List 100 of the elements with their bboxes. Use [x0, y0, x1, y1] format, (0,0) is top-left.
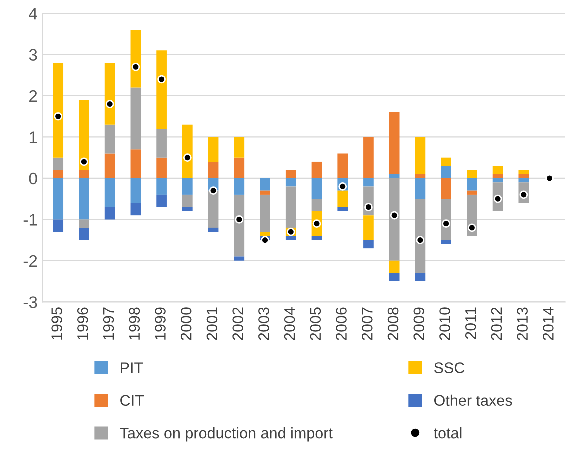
- x-tick-label: 1998: [129, 308, 140, 340]
- point: [442, 220, 450, 228]
- bar: [441, 158, 452, 166]
- bar: [286, 186, 296, 228]
- legend-label: Taxes on production and import: [120, 427, 333, 442]
- bar: [234, 194, 245, 257]
- legend-label: SSC: [434, 362, 465, 374]
- x-tick-label: 1995: [52, 308, 62, 340]
- bar: [260, 232, 270, 236]
- x-tick-label: 1996: [77, 308, 88, 340]
- point: [54, 112, 63, 121]
- bar: [286, 236, 296, 240]
- bar: [364, 178, 374, 187]
- y-tick-label: 0: [29, 172, 38, 185]
- point: [106, 100, 114, 108]
- x-tick-label: 1997: [103, 308, 114, 340]
- bar: [156, 178, 167, 195]
- bar: [79, 100, 90, 170]
- legend-label: PIT: [121, 362, 144, 374]
- point: [364, 203, 373, 212]
- bar: [104, 124, 116, 154]
- point: [184, 154, 192, 162]
- bar: [53, 178, 64, 220]
- legend-label: total: [434, 427, 462, 439]
- x-tick-label: 1999: [155, 308, 166, 340]
- point: [132, 62, 140, 72]
- bar: [518, 178, 530, 183]
- bar: [312, 178, 322, 200]
- bar: [364, 240, 374, 249]
- bar: [130, 203, 142, 216]
- point: [158, 75, 166, 84]
- bar: [415, 199, 426, 274]
- bar: [130, 88, 142, 150]
- y-tick-label: 4: [29, 8, 38, 20]
- bar: [208, 228, 219, 232]
- bar: [156, 50, 167, 129]
- bar: [441, 166, 452, 178]
- bar: [518, 170, 530, 174]
- bar: [53, 63, 64, 158]
- bar: [338, 154, 348, 178]
- point: [209, 186, 218, 196]
- bar: [286, 178, 296, 187]
- bar: [104, 154, 116, 178]
- point: [235, 216, 244, 224]
- x-tick-label: 2012: [491, 308, 502, 340]
- x-tick-label: 2010: [440, 308, 450, 340]
- bar: [234, 137, 245, 158]
- bar: [130, 178, 142, 204]
- bar: [53, 170, 64, 178]
- bar: [208, 137, 219, 162]
- x-tick-label: 2006: [336, 308, 347, 340]
- y-tick-label: 2: [30, 90, 38, 102]
- y-tick-label: 1: [30, 132, 38, 144]
- bar: [338, 207, 348, 212]
- bar: [389, 178, 400, 261]
- bar: [364, 137, 374, 178]
- bar: [156, 158, 167, 178]
- point: [80, 158, 88, 166]
- bar: [415, 273, 426, 282]
- bar: [312, 199, 322, 212]
- bar: [467, 170, 478, 178]
- y-tick-label: -2: [24, 255, 38, 267]
- bar: [286, 170, 296, 178]
- point: [261, 236, 270, 244]
- bar: [260, 178, 270, 191]
- legend-label: CIT: [120, 395, 144, 406]
- point: [468, 224, 476, 232]
- x-tick-label: 2011: [465, 308, 476, 340]
- bar: [467, 190, 478, 195]
- bar: [234, 256, 245, 261]
- bar: [467, 178, 478, 191]
- bar: [234, 158, 245, 178]
- bar: [415, 178, 426, 200]
- bar: [492, 166, 504, 174]
- bar: [79, 178, 90, 220]
- bar: [389, 112, 400, 174]
- bar: [260, 190, 270, 195]
- x-tick-label: 2001: [206, 308, 218, 340]
- bar: [518, 174, 530, 178]
- bar: [312, 236, 322, 240]
- bar: [156, 128, 167, 158]
- bar: [441, 178, 452, 200]
- point: [416, 236, 425, 244]
- bar: [338, 190, 348, 208]
- x-tick-label: 2014: [543, 307, 554, 340]
- bar: [156, 194, 167, 208]
- bar: [79, 228, 90, 240]
- bar: [104, 207, 116, 220]
- bar: [492, 178, 504, 183]
- bar: [234, 178, 245, 195]
- bar: [441, 240, 452, 244]
- bar: [389, 273, 400, 282]
- y-tick-label: -1: [24, 214, 38, 226]
- bar: [492, 174, 504, 178]
- bar: [130, 30, 142, 88]
- bar: [182, 194, 193, 208]
- x-tick-label: 2008: [388, 308, 399, 340]
- y-tick-label: 3: [29, 49, 38, 61]
- legend-label: Other taxes: [434, 394, 512, 406]
- bar: [130, 150, 142, 178]
